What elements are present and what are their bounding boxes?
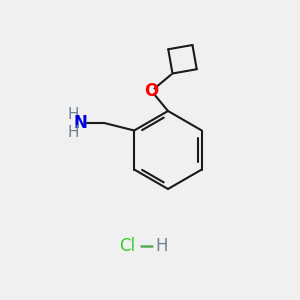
- Text: H: H: [155, 237, 168, 255]
- Text: O: O: [144, 82, 159, 100]
- Text: H: H: [68, 107, 79, 122]
- Text: Cl: Cl: [119, 237, 136, 255]
- Text: H: H: [68, 125, 79, 140]
- Text: N: N: [73, 114, 87, 132]
